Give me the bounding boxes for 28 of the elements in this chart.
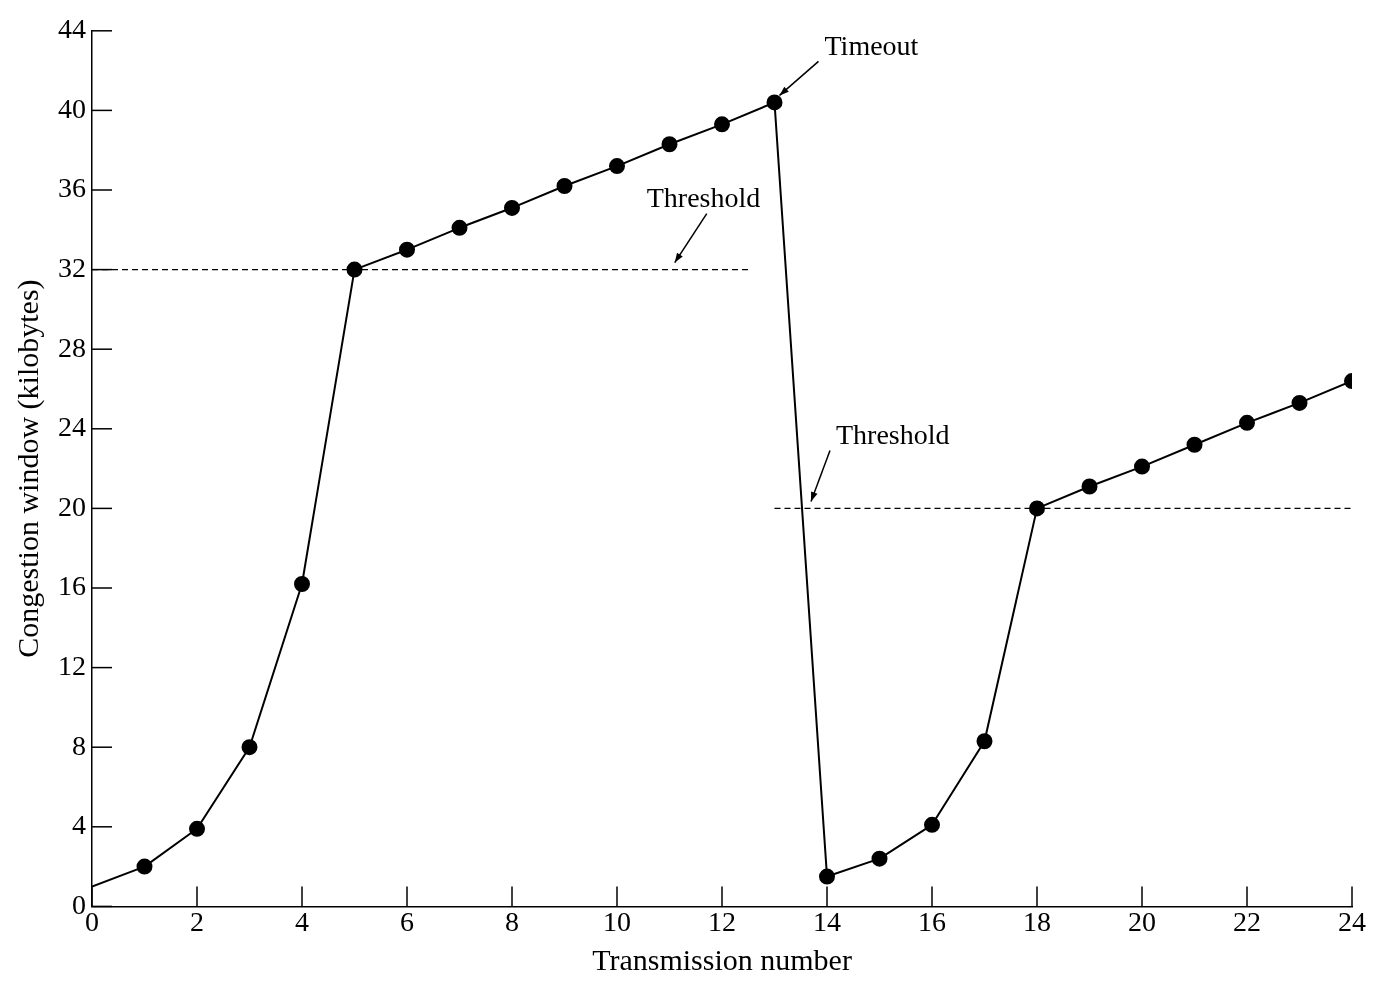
x-tick-label: 18 <box>1023 905 1051 937</box>
x-axis-title: Transmission number <box>592 942 852 976</box>
x-tick-label: 22 <box>1233 905 1261 937</box>
y-tick-label: 28 <box>58 331 86 363</box>
annotation: Timeout <box>824 29 919 61</box>
x-tick-label: 20 <box>1128 905 1156 937</box>
y-tick-label: 8 <box>72 729 86 761</box>
y-axis-title: Congestion window (kilobytes) <box>10 279 45 658</box>
x-tick-label: 2 <box>190 905 204 937</box>
x-tick-label: 12 <box>708 905 736 937</box>
y-tick-label: 44 <box>58 13 86 45</box>
x-tick-label: 4 <box>295 905 309 937</box>
x-tick-label: 16 <box>918 905 946 937</box>
x-tick-label: 24 <box>1338 905 1366 937</box>
y-tick-label: 20 <box>58 490 86 522</box>
x-tick-label: 6 <box>400 905 414 937</box>
x-tick-label: 8 <box>505 905 519 937</box>
x-tick-label: 10 <box>603 905 631 937</box>
y-tick-label: 16 <box>58 570 86 602</box>
annotation: Threshold <box>646 181 761 213</box>
y-tick-label: 24 <box>58 411 86 443</box>
y-tick-label: 32 <box>58 251 86 283</box>
annotation: Threshold <box>836 418 950 450</box>
y-tick-label: 36 <box>58 172 86 204</box>
x-tick-label: 14 <box>813 905 841 937</box>
y-tick-label: 12 <box>58 649 86 681</box>
y-tick-label: 40 <box>58 92 86 124</box>
y-tick-label: 4 <box>72 809 86 841</box>
